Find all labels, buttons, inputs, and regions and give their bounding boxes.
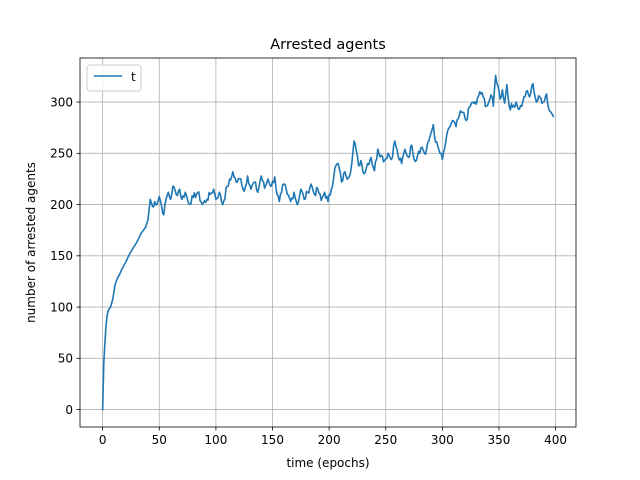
series-layer	[101, 74, 555, 411]
x-tick-label: 300	[431, 433, 454, 447]
y-tick-label: 100	[50, 300, 73, 314]
chart-title: Arrested agents	[270, 37, 386, 53]
series-line-t	[101, 74, 555, 411]
y-tick-label: 300	[50, 95, 73, 109]
grid-lines	[80, 58, 576, 427]
x-tick-label: 0	[99, 433, 107, 447]
y-tick-label: 50	[58, 352, 73, 366]
y-tick-label: 0	[65, 403, 73, 417]
legend-label-t: t	[131, 70, 136, 84]
x-axis: 0 50 100 150 200 250 300 350 400	[99, 427, 567, 447]
y-axis: 0 50 100 150 200 250 300	[50, 95, 80, 417]
x-axis-label: time (epochs)	[286, 456, 369, 470]
x-tick-label: 400	[544, 433, 567, 447]
x-tick-label: 150	[261, 433, 284, 447]
y-tick-label: 200	[50, 198, 73, 212]
y-tick-label: 250	[50, 147, 73, 161]
x-tick-label: 350	[488, 433, 511, 447]
legend-box	[86, 64, 142, 92]
x-tick-label: 50	[152, 433, 167, 447]
plot-frame	[79, 57, 577, 428]
y-tick-label: 150	[50, 249, 73, 263]
x-tick-label: 100	[204, 433, 227, 447]
x-tick-label: 200	[318, 433, 341, 447]
y-axis-label: number of arrested agents	[24, 162, 38, 323]
legend: t	[86, 64, 142, 92]
x-tick-label: 250	[374, 433, 397, 447]
